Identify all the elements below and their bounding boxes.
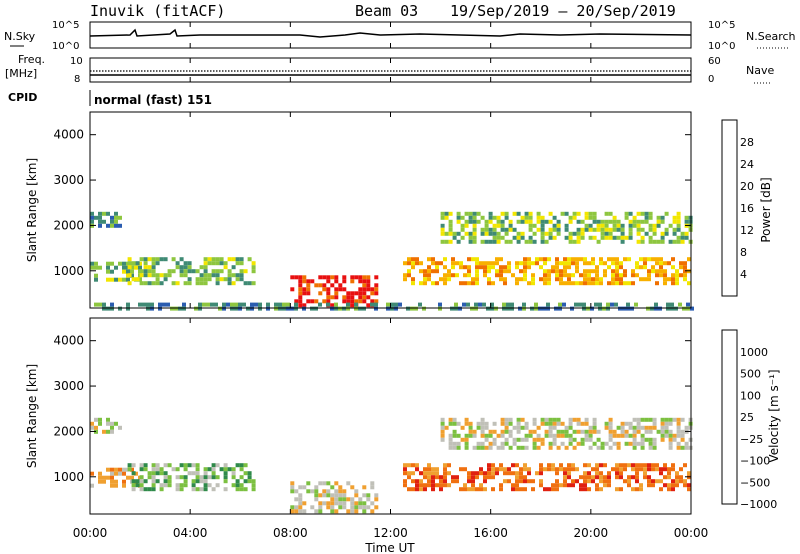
nsky-tick-top: 10^5 bbox=[52, 20, 79, 31]
velocity-colorbar-tick: 500 bbox=[740, 368, 761, 381]
freq-tick-top: 10 bbox=[70, 56, 83, 67]
velocity-colorbar-label: Velocity [m s⁻¹] bbox=[767, 369, 781, 462]
date-range: 19/Sep/2019 – 20/Sep/2019 bbox=[450, 2, 676, 20]
power-ytick-label: 2000 bbox=[53, 218, 84, 232]
cpid-text: normal (fast) 151 bbox=[94, 93, 212, 107]
x-tick-label: 04:00 bbox=[173, 526, 208, 540]
x-axis: 00:00 04:00 08:00 12:00 16:00 20:00 00:00 bbox=[73, 22, 709, 540]
velocity-colorbar-tick: 1000 bbox=[740, 346, 768, 359]
velocity-ytick-label: 3000 bbox=[53, 379, 84, 393]
station-title: Inuvik (fitACF) bbox=[90, 2, 225, 20]
power-echo-region bbox=[290, 275, 379, 308]
power-echo-region bbox=[403, 257, 691, 286]
power-colorbar-label: Power [dB] bbox=[759, 177, 773, 242]
power-colorbar-tick: 4 bbox=[740, 268, 747, 281]
nave-label: Nave bbox=[746, 64, 774, 77]
nsky-tick-bottom: 10^0 bbox=[52, 41, 79, 52]
x-tick-label: 08:00 bbox=[273, 526, 308, 540]
velocity-colorbar-frame bbox=[721, 329, 738, 505]
freq-unit: [MHz] bbox=[5, 67, 37, 80]
power-colorbar-tick: 24 bbox=[740, 158, 754, 171]
power-echo-region bbox=[440, 211, 693, 244]
power-panel: 1000 2000 3000 4000 Slant Range [km] 4 8 12 16… bbox=[25, 111, 773, 311]
power-colorbar-tick: 8 bbox=[740, 246, 747, 259]
power-echo-region bbox=[90, 211, 122, 228]
nsky-panel: N.Sky 10^5 10^0 10^5 10^0 N.Search bbox=[4, 20, 796, 52]
power-colorbar-tick: 28 bbox=[740, 136, 754, 149]
nsky-label: N.Sky bbox=[4, 30, 36, 43]
nsearch-tick-top: 10^5 bbox=[708, 20, 735, 31]
x-tick-label: 00:00 bbox=[73, 526, 108, 540]
freq-tick-bottom: 8 bbox=[74, 74, 80, 85]
velocity-ytick-label: 4000 bbox=[53, 334, 84, 348]
nsky-trace bbox=[89, 28, 692, 38]
cpid-label: CPID bbox=[8, 91, 37, 104]
freq-panel: Freq. [MHz] 10 8 60 0 Nave bbox=[5, 53, 774, 85]
power-ylabel: Slant Range [km] bbox=[25, 158, 39, 262]
beam-label: Beam 03 bbox=[355, 2, 418, 20]
velocity-colorbar-tick: −25 bbox=[740, 433, 763, 446]
velocity-colorbar-tick: −500 bbox=[740, 476, 770, 489]
x-tick-label: 16:00 bbox=[473, 526, 508, 540]
velocity-ylabel: Slant Range [km] bbox=[25, 364, 39, 468]
x-axis-label: Time UT bbox=[364, 541, 415, 554]
velocity-echo-region bbox=[290, 481, 379, 514]
velocity-colorbar-tick: −100 bbox=[740, 455, 770, 468]
power-colorbar-tick: 20 bbox=[740, 180, 754, 193]
power-colorbar-frame bbox=[721, 119, 738, 297]
velocity-panel: 1000 2000 3000 4000 Slant Range [km] 1000 50… bbox=[25, 317, 781, 515]
velocity-echo-region bbox=[440, 417, 693, 450]
velocity-colorbar-tick: 100 bbox=[740, 389, 761, 402]
power-echo-region bbox=[127, 257, 256, 286]
velocity-colorbar-tick: 25 bbox=[740, 411, 754, 424]
nave-tick-bottom: 0 bbox=[708, 74, 714, 85]
x-tick-label: 20:00 bbox=[574, 526, 609, 540]
x-tick-label: 00:00 bbox=[674, 526, 709, 540]
x-tick-label: 12:00 bbox=[373, 526, 408, 540]
freq-label: Freq. bbox=[18, 53, 45, 66]
velocity-echo-region bbox=[403, 463, 691, 492]
power-colorbar-tick: 12 bbox=[740, 224, 754, 237]
power-ytick-label: 3000 bbox=[53, 173, 84, 187]
power-colorbar-tick: 16 bbox=[740, 202, 754, 215]
power-ytick-label: 4000 bbox=[53, 128, 84, 142]
velocity-colorbar-tick: −1000 bbox=[740, 498, 777, 511]
velocity-echo-region bbox=[127, 463, 256, 492]
nsearch-label: N.Search bbox=[746, 30, 796, 43]
velocity-ytick-label: 1000 bbox=[53, 470, 84, 484]
nave-tick-top: 60 bbox=[708, 56, 721, 67]
power-ytick-label: 1000 bbox=[53, 264, 84, 278]
power-echo-region bbox=[94, 302, 694, 311]
velocity-ytick-label: 2000 bbox=[53, 424, 84, 438]
nsearch-tick-bottom: 10^0 bbox=[708, 41, 735, 52]
